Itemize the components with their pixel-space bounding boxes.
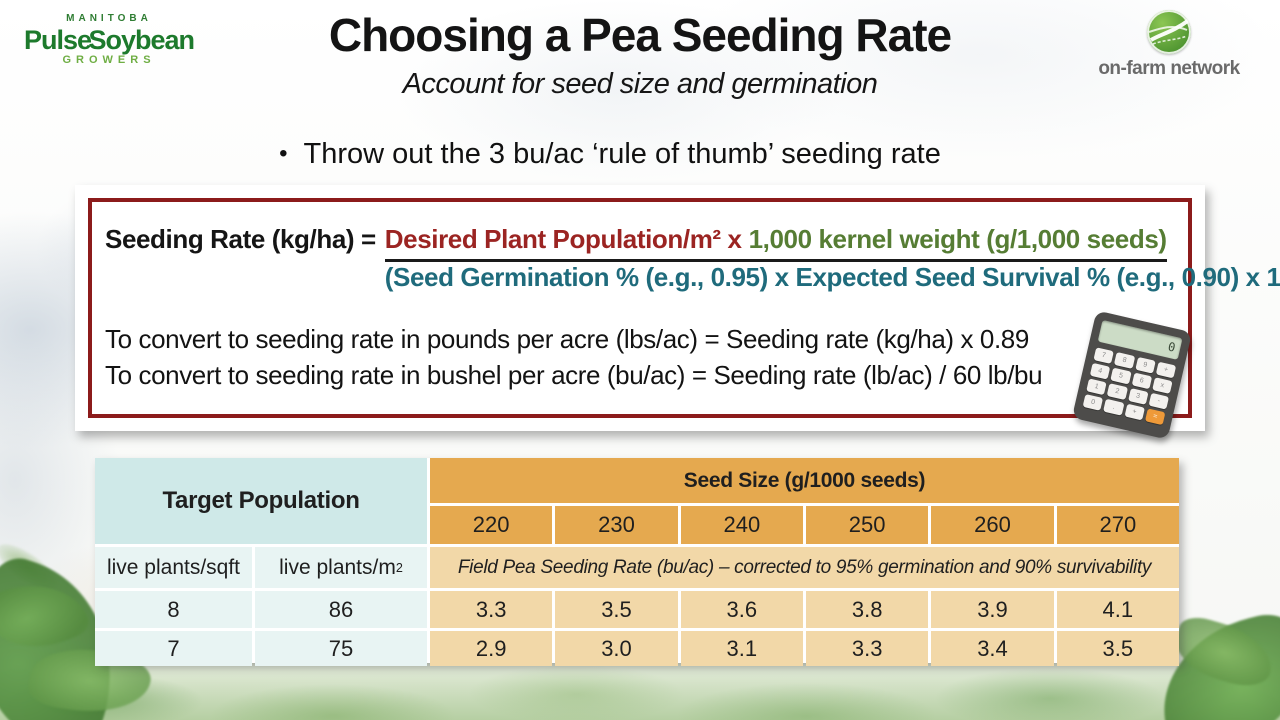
seeding-rate-formula: Seeding Rate (kg/ha) = Desired Plant Pop… <box>105 223 1280 293</box>
page-title: Choosing a Pea Seeding Rate <box>328 9 952 61</box>
rate-cell: 3.5 <box>1056 631 1179 666</box>
column-header-live-plants-m2: live plants/m 2 <box>255 547 427 588</box>
formula-lhs: Seeding Rate (kg/ha) = <box>105 224 376 254</box>
table-header-target-population: Target Population <box>95 458 427 544</box>
rate-cell: 3.8 <box>806 591 929 628</box>
table-header-seed-size: Seed Size (g/1000 seeds) <box>430 458 1179 503</box>
calculator-key: x <box>1151 377 1173 394</box>
formula-denominator: (Seed Germination % (e.g., 0.95) x Expec… <box>384 262 1280 292</box>
rate-cell: 3.3 <box>806 631 929 666</box>
calculator-key: 7 <box>1093 347 1115 365</box>
page-subtitle: Account for seed size and germination <box>402 68 878 100</box>
calculator-key: . <box>1103 398 1125 416</box>
formula-fraction: Desired Plant Population/m² x 1,000 kerne… <box>384 223 1280 293</box>
live-plants-m2-base: live plants/m <box>279 555 396 579</box>
seed-size-column-header: 260 <box>931 506 1054 544</box>
seeding-rate-table: Target Population Seed Size (g/1000 seed… <box>95 458 1179 666</box>
calculator-key: 2 <box>1106 383 1128 400</box>
rate-note-cell: Field Pea Seeding Rate (bu/ac) – correct… <box>430 547 1179 588</box>
calculator-key: 6 <box>1131 372 1152 390</box>
on-farm-network-label: on-farm network <box>1098 58 1240 79</box>
rate-cell: 3.9 <box>931 591 1054 628</box>
seed-size-column-header: 240 <box>680 506 803 544</box>
column-header-live-plants-sqft: live plants/sqft <box>95 547 252 588</box>
rate-cell: 2.9 <box>430 631 553 666</box>
calculator-key: 5 <box>1110 367 1132 385</box>
bullet-icon: • <box>279 140 288 167</box>
mpsg-logo-pulse: Pulse <box>24 24 92 55</box>
formula-card: Seeding Rate (kg/ha) = Desired Plant Pop… <box>75 185 1280 431</box>
calculator-key: 8 <box>1114 352 1135 369</box>
rate-cell: 3.4 <box>931 631 1054 666</box>
mpsg-logo: MANITOBA Pulse Soybean GROWERS <box>24 13 195 66</box>
on-farm-network-icon <box>1147 10 1191 54</box>
population-cell: 7 <box>95 631 252 666</box>
calculator-key: 1 <box>1086 378 1107 396</box>
rate-cell: 3.1 <box>680 631 803 666</box>
calculator-key: 0 <box>1082 394 1104 411</box>
seed-size-column-header: 270 <box>1056 506 1179 544</box>
population-cell: 86 <box>255 591 427 628</box>
formula-card-border <box>88 198 1192 418</box>
calculator-key: 3 <box>1127 388 1149 405</box>
on-farm-network-logo: on-farm network <box>1084 10 1254 80</box>
rate-cell: 3.5 <box>555 591 678 628</box>
rate-cell: 3.6 <box>680 591 803 628</box>
calculator-key: + <box>1124 403 1145 421</box>
calculator-key: = <box>1144 408 1166 426</box>
calculator-keypad: 7 8 9 +4 5 6 x 1 2 3-0. + = <box>1082 347 1177 426</box>
formula-numerator: Desired Plant Population/m² x 1,000 kerne… <box>384 224 1168 262</box>
rate-cell: 4.1 <box>1056 591 1179 628</box>
conversion-bu-line: To convert to seeding rate in bushel per… <box>105 360 1043 390</box>
seed-size-column-header: 250 <box>806 506 929 544</box>
rate-cell: 3.0 <box>555 631 678 666</box>
calculator-key: 9 <box>1134 356 1156 374</box>
population-cell: 75 <box>255 631 427 666</box>
formula-numerator-population: Desired Plant Population/m² x <box>384 224 742 254</box>
calculator-key: 4 <box>1089 362 1111 380</box>
rate-cell: 3.3 <box>430 591 553 628</box>
sprout-icon <box>89 38 91 41</box>
conversion-lbs-line: To convert to seeding rate in pounds per… <box>105 324 1029 354</box>
mpsg-logo-growers: GROWERS <box>62 54 156 66</box>
bullet-text: Throw out the 3 bu/ac ‘rule of thumb’ se… <box>303 138 941 170</box>
seed-size-column-header: 220 <box>430 506 553 544</box>
mpsg-logo-region: MANITOBA <box>66 13 152 24</box>
calculator-key: + <box>1155 361 1177 379</box>
population-cell: 8 <box>95 591 252 628</box>
seed-size-column-header: 230 <box>555 506 678 544</box>
calculator-key: - <box>1148 392 1170 410</box>
formula-numerator-kernel: 1,000 kernel weight (g/1,000 seeds) <box>748 224 1168 254</box>
mpsg-logo-soybean: Soybean <box>88 24 195 55</box>
bullet-item: • Throw out the 3 bu/ac ‘rule of thumb’ s… <box>0 138 1220 171</box>
